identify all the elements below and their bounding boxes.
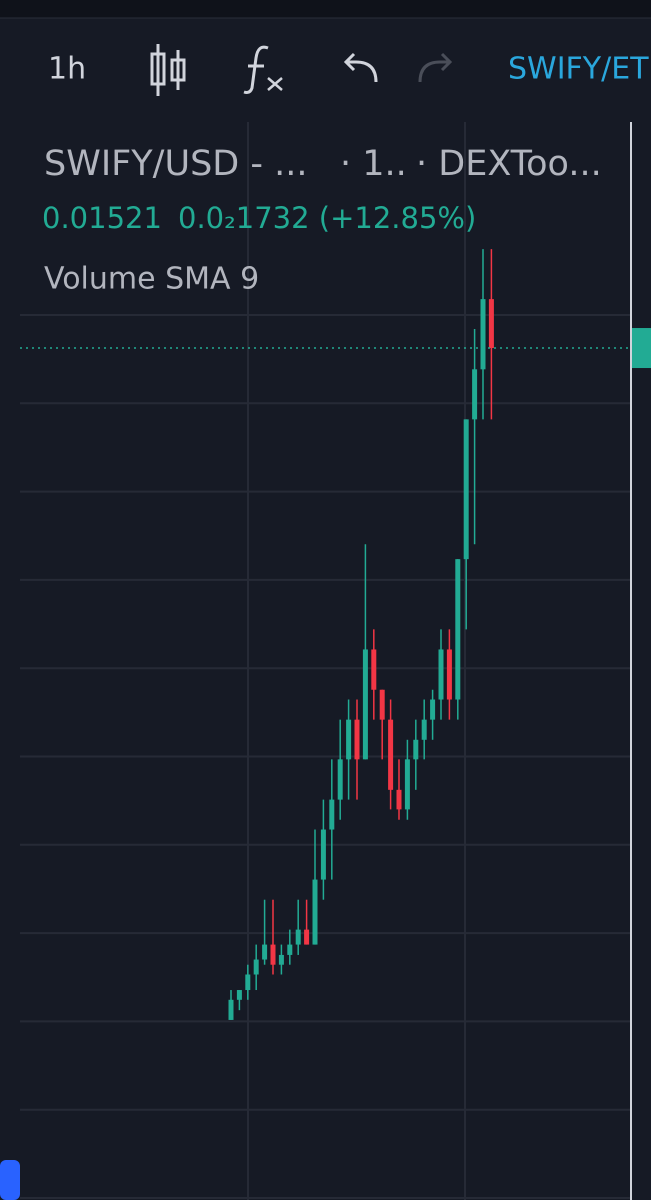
candle-body (320, 829, 326, 880)
status-strip (0, 0, 651, 18)
candle-body (438, 649, 444, 700)
legend-source: · DEXToo... (416, 144, 602, 184)
candle-body (472, 369, 478, 420)
candle-body (455, 559, 461, 700)
legend-change: 0.0₂1732 (+12.85%) (178, 201, 476, 235)
legend-symbol: SWIFY/USD - ... (44, 144, 308, 184)
candle-body (236, 990, 242, 1000)
redo-button[interactable] (418, 52, 453, 83)
candle-body (354, 719, 360, 760)
candle-body (346, 719, 352, 760)
candle-body (362, 649, 368, 760)
candle-body (488, 299, 494, 349)
symbol-button[interactable]: SWIFY/ET (508, 52, 649, 87)
candle-body (404, 759, 410, 810)
candle-body (388, 719, 394, 790)
candle-body (396, 789, 402, 810)
candle-body (295, 929, 301, 945)
candle-body (371, 649, 377, 690)
last-price-marker (632, 328, 651, 369)
grid (20, 122, 631, 1200)
legend-indicator: Volume SMA 9 (44, 262, 259, 297)
candle-body (329, 799, 335, 830)
candle-body (270, 944, 276, 965)
interval-button[interactable]: 1h (48, 52, 86, 87)
candle-body (287, 944, 293, 955)
candle-body (262, 944, 268, 960)
plot (20, 249, 651, 1020)
candle-body (421, 719, 427, 740)
candle-body (379, 689, 385, 720)
side-panel-tab[interactable] (0, 1160, 20, 1200)
candle-body (480, 299, 486, 370)
chart-type-button[interactable] (150, 44, 186, 96)
candle-body (446, 649, 452, 700)
candle-body (245, 974, 251, 991)
candle-body (430, 699, 436, 720)
legend-price: 0.01521 (42, 201, 162, 235)
indicators-button[interactable] (243, 45, 283, 94)
candle-body (304, 929, 310, 945)
candle-body (278, 954, 284, 965)
candle-body (413, 739, 419, 760)
candle-body (253, 959, 259, 975)
legend-interval: · 1.. (340, 144, 407, 184)
undo-button[interactable] (343, 52, 378, 83)
candle-body (312, 879, 318, 945)
candle-body (228, 999, 234, 1020)
candle-body (463, 419, 469, 560)
candle-body (337, 759, 343, 800)
